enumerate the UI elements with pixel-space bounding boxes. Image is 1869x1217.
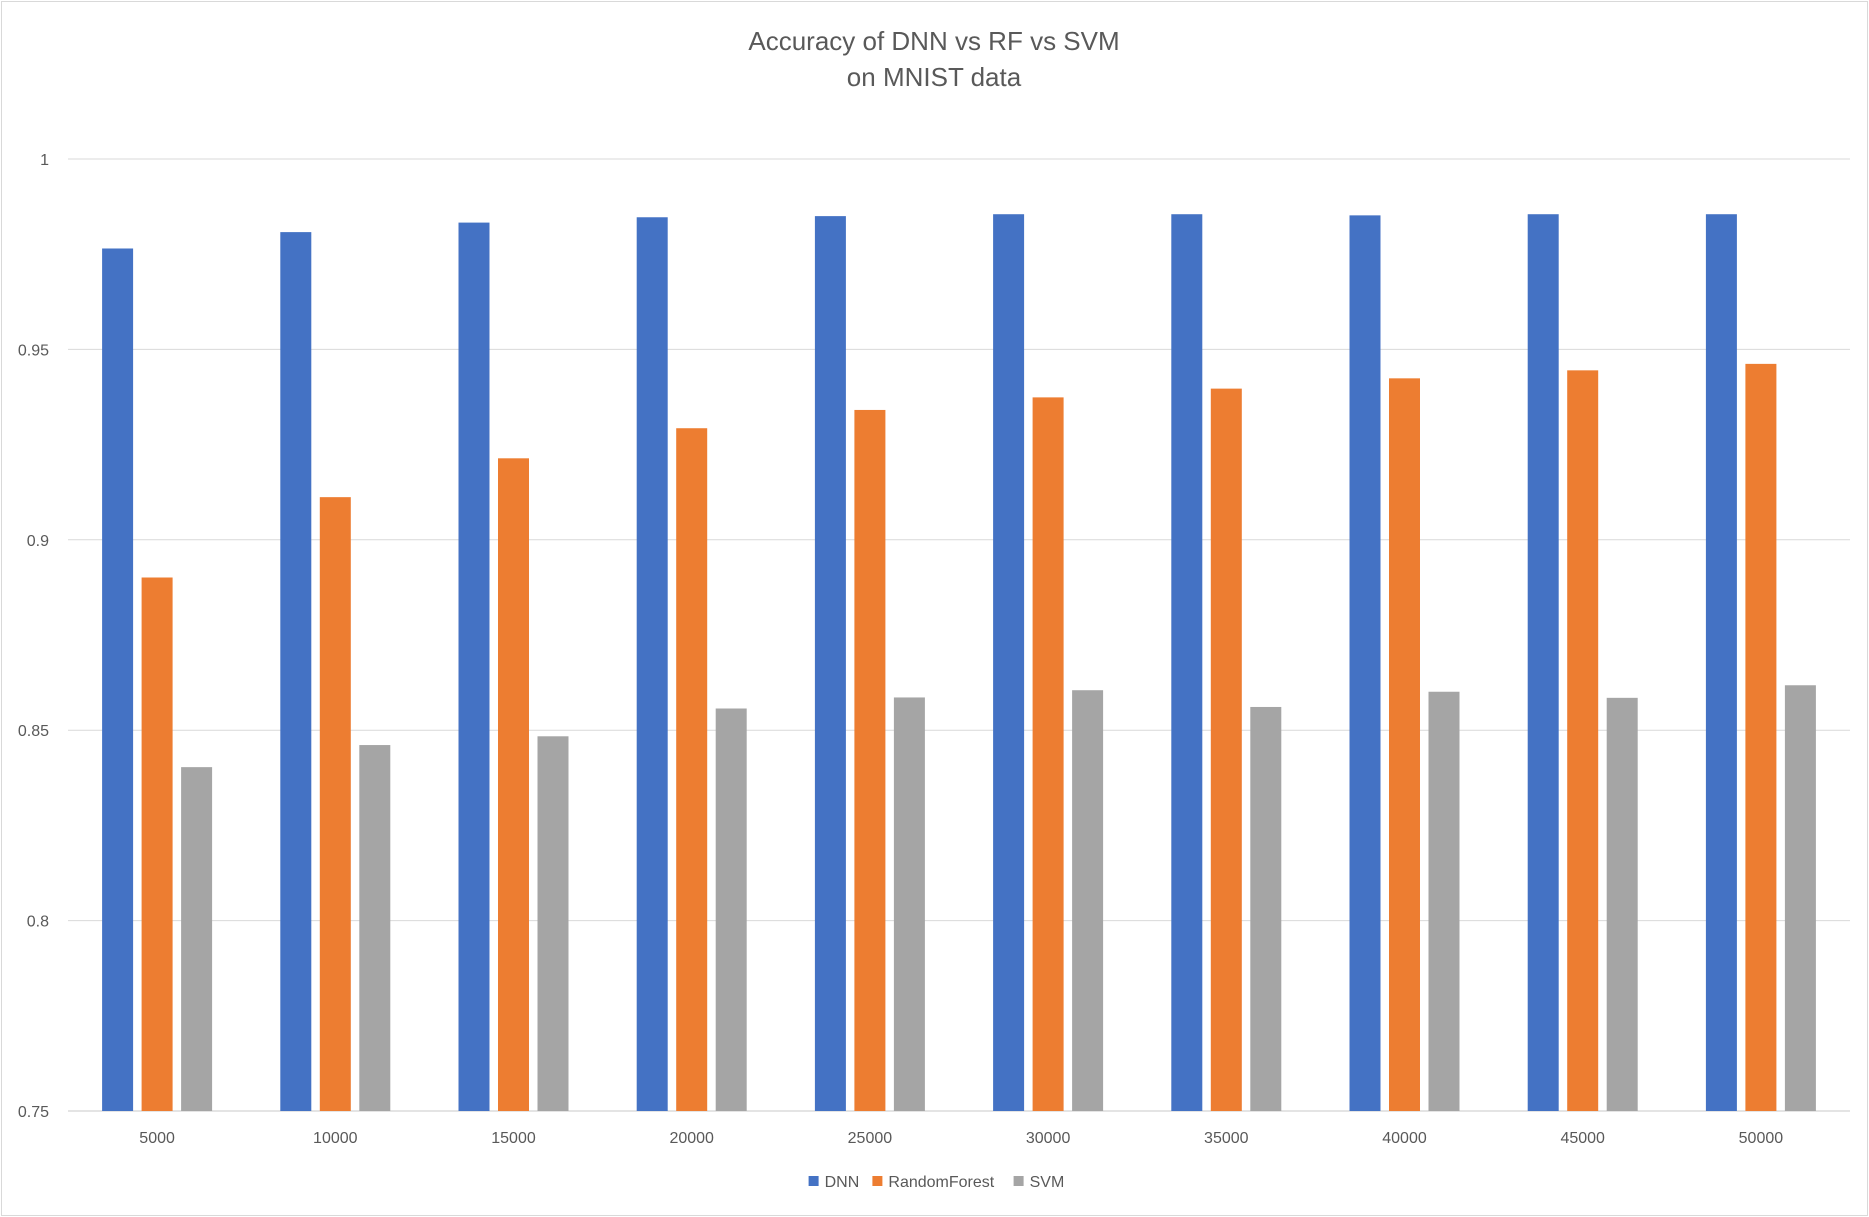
bar-randomforest-45000 — [1567, 370, 1599, 1111]
bar-svm-10000 — [359, 745, 391, 1111]
x-tick-label: 25000 — [848, 1130, 893, 1147]
x-tick-label: 35000 — [1204, 1130, 1249, 1147]
bar-dnn-30000 — [993, 214, 1025, 1111]
bar-svm-50000 — [1784, 685, 1816, 1111]
legend-label-svm: SVM — [1030, 1174, 1065, 1191]
x-tick-label: 20000 — [669, 1130, 714, 1147]
x-tick-label: 40000 — [1382, 1130, 1427, 1147]
y-tick-label: 0.8 — [27, 914, 49, 931]
bar-svm-20000 — [715, 708, 747, 1111]
bar-svm-5000 — [181, 767, 213, 1111]
x-axis-ticks: 5000 10000 15000 20000 25000 30000 35000 40000 4… — [139, 1130, 1783, 1147]
bar-dnn-5000 — [102, 248, 134, 1111]
y-tick-label: 0.95 — [18, 342, 49, 359]
x-tick-label: 30000 — [1026, 1130, 1071, 1147]
bar-dnn-35000 — [1171, 214, 1203, 1111]
bar-dnn-15000 — [458, 222, 490, 1111]
x-tick-label: 15000 — [491, 1130, 536, 1147]
bar-svm-45000 — [1606, 697, 1638, 1111]
y-tick-label: 1 — [40, 152, 49, 169]
bar-dnn-20000 — [636, 217, 668, 1112]
bar-randomforest-15000 — [498, 458, 529, 1111]
bar-randomforest-25000 — [854, 409, 886, 1111]
bar-randomforest-50000 — [1745, 363, 1777, 1112]
bar-randomforest-35000 — [1210, 388, 1242, 1111]
y-axis-ticks: 0.75 0.8 0.85 0.9 0.95 1 — [18, 152, 49, 1121]
x-tick-label: 10000 — [313, 1130, 358, 1147]
bar-randomforest-20000 — [676, 428, 708, 1111]
chart-subtitle: on MNIST data — [847, 62, 1022, 92]
bar-dnn-50000 — [1705, 214, 1737, 1111]
bar-svm-40000 — [1428, 691, 1460, 1111]
bar-randomforest-30000 — [1032, 397, 1064, 1111]
bar-randomforest-40000 — [1389, 378, 1420, 1111]
chart-title: Accuracy of DNN vs RF vs SVM — [748, 26, 1119, 56]
y-tick-label: 0.9 — [27, 533, 49, 550]
legend: DNN RandomForest SVM — [808, 1174, 1065, 1191]
legend-swatch-dnn — [808, 1176, 819, 1186]
y-tick-label: 0.85 — [18, 723, 49, 740]
bar-dnn-25000 — [814, 216, 846, 1111]
bar-svm-35000 — [1250, 706, 1282, 1111]
bar-dnn-40000 — [1349, 215, 1381, 1111]
x-tick-label: 5000 — [139, 1130, 175, 1147]
bar-dnn-45000 — [1527, 214, 1559, 1111]
bar-randomforest-5000 — [141, 577, 173, 1111]
bars — [102, 214, 1816, 1112]
bar-svm-30000 — [1072, 690, 1104, 1111]
bar-randomforest-10000 — [319, 497, 351, 1111]
bar-svm-15000 — [537, 736, 569, 1111]
bar-svm-25000 — [893, 697, 925, 1111]
bar-dnn-10000 — [280, 232, 312, 1112]
x-tick-label: 45000 — [1560, 1130, 1605, 1147]
legend-swatch-svm — [1013, 1176, 1024, 1186]
y-tick-label: 0.75 — [18, 1104, 49, 1121]
legend-label-dnn: DNN — [825, 1174, 860, 1191]
legend-label-randomforest: RandomForest — [888, 1174, 994, 1191]
legend-swatch-randomforest — [872, 1176, 883, 1186]
x-tick-label: 50000 — [1739, 1130, 1784, 1147]
